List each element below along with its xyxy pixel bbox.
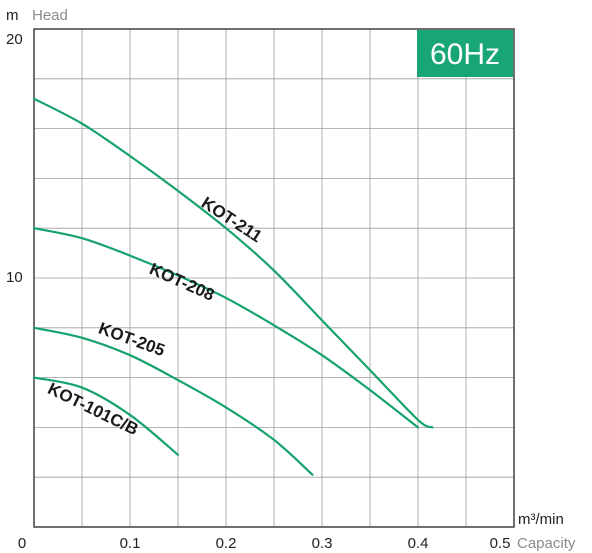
grid-lines: [34, 29, 514, 527]
curve-kot-205: [32, 326, 314, 476]
y-axis-unit: m: [6, 7, 19, 24]
curve-label-kot-205: KOT-205: [96, 319, 167, 360]
curve-label-kot-101c-b: KOT-101C/B: [45, 379, 142, 439]
curve-kot-208: [32, 227, 420, 429]
x-tick-label-0.4: 0.4: [408, 535, 429, 552]
y-axis: m Head 0 10 20: [6, 7, 68, 552]
x-tick-label-0.5: 0.5: [490, 535, 511, 552]
x-axis: 0.1 0.2 0.3 0.4 0.5 m³/min Capacity: [120, 511, 576, 552]
x-axis-title: Capacity: [517, 535, 576, 552]
frequency-badge-background: [417, 30, 513, 77]
x-axis-unit: m³/min: [518, 511, 564, 528]
frequency-badge-label: 60Hz: [430, 38, 500, 71]
y-tick-label-20: 20: [6, 31, 23, 48]
curve-kot-211: [32, 97, 434, 429]
curves: [32, 97, 434, 476]
y-axis-title: Head: [32, 7, 68, 24]
curve-label-kot-211: KOT-211: [198, 193, 265, 246]
curve-labels: KOT-211 KOT-208 KOT-205 KOT-101C/B: [45, 193, 266, 439]
y-tick-label-10: 10: [6, 269, 23, 286]
x-tick-label-0.3: 0.3: [312, 535, 333, 552]
curve-kot-101c-b: [32, 376, 180, 456]
x-tick-label-0.1: 0.1: [120, 535, 141, 552]
plot-frame: [33, 28, 515, 528]
y-tick-label-0: 0: [18, 535, 26, 552]
x-tick-label-0.2: 0.2: [216, 535, 237, 552]
frequency-badge: 60Hz: [417, 30, 513, 77]
curve-label-kot-208: KOT-208: [147, 259, 218, 304]
